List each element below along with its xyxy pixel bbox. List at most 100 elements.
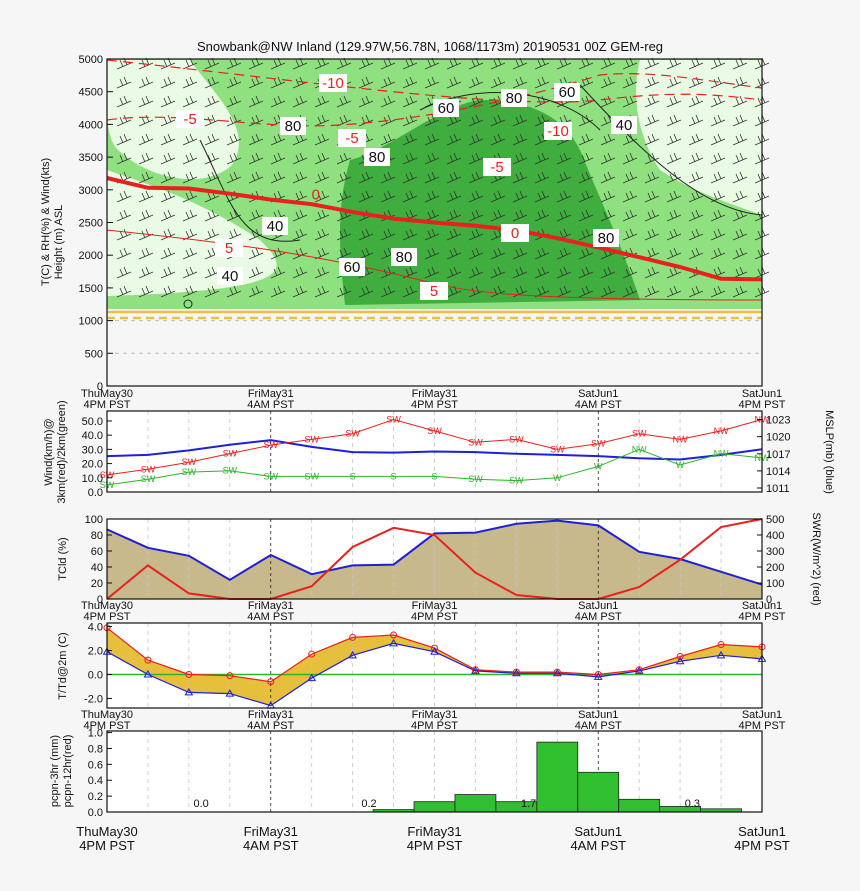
time-axis-label: 4PM PST [411, 720, 458, 732]
wind-barb [402, 133, 418, 146]
wind-barb [226, 76, 242, 89]
wind-barb [204, 95, 220, 108]
contour-label-bg [483, 158, 511, 176]
wind-3km-dir: SW [468, 437, 483, 447]
contour-label-bg [176, 110, 204, 128]
y-tick-label: 4.0 [88, 622, 103, 634]
wind-barb [446, 171, 462, 184]
wind-barb [732, 95, 748, 108]
wind-barb [666, 76, 682, 89]
time-axis-label: FriMay31 [248, 709, 294, 721]
wind-barb [314, 228, 330, 241]
wind-barb [732, 228, 748, 241]
wind-barb [424, 171, 440, 184]
y-tick-label: 2.0 [88, 646, 103, 658]
contour-label-bg [420, 282, 448, 300]
wind-barb [578, 228, 594, 241]
wind-barb [358, 76, 374, 89]
y2-tick-label: 1014 [766, 466, 790, 478]
freezing-level-label: 0 [312, 187, 320, 204]
isotherm-label: -5 [183, 111, 196, 128]
time-axis-label: 4AM PST [247, 611, 294, 623]
wind-barb [490, 266, 506, 279]
y-tick-label: 100 [85, 514, 103, 526]
station-marker [183, 299, 193, 309]
y-tick-label: 0 [97, 381, 103, 393]
wind-barb [314, 152, 330, 165]
rh-label: 60 [559, 84, 576, 101]
wind-barb [116, 209, 132, 222]
wind-barb [248, 133, 264, 146]
wind-barb [710, 114, 726, 127]
wind-barb [666, 285, 682, 298]
wind-2km-line [106, 448, 763, 486]
contour-label-bg [364, 148, 390, 166]
wind-barb [534, 190, 550, 203]
y-tick-label: 10.0 [82, 473, 103, 485]
wind-barb [424, 133, 440, 146]
contour-label-bg [593, 229, 619, 247]
wind-barb [292, 209, 308, 222]
wind-2km-dir: SW [304, 471, 319, 481]
wind-barb [666, 209, 682, 222]
precip-12hr-label: 0.3 [685, 798, 700, 810]
y-tick-label: 1000 [79, 316, 103, 328]
time-axis-label: 4AM PST [247, 399, 294, 411]
wind-barb [182, 247, 198, 260]
wind-barb [490, 247, 506, 260]
rh-label: 80 [285, 118, 302, 135]
wind-3km-dir: NW [673, 434, 688, 444]
wind-2km-dir: NW [714, 449, 729, 459]
wind-barb [688, 247, 704, 260]
wind-2km-dir: SW [182, 467, 197, 477]
wind-barb [270, 95, 286, 108]
dewpoint-point [716, 650, 726, 659]
wind-3km-dir: SW [550, 444, 565, 454]
wind-barb [292, 95, 308, 108]
wind-barb [204, 114, 220, 127]
wind-barb [292, 171, 308, 184]
time-axis-label: FriMay31 [248, 600, 294, 612]
wind-barb [182, 266, 198, 279]
wind-barb [688, 133, 704, 146]
wind-barb [424, 114, 440, 127]
dewpoint-point [184, 687, 194, 696]
y-tick-label: 30.0 [82, 444, 103, 456]
wind-barb [424, 266, 440, 279]
wind-barb [292, 266, 308, 279]
wind-barb [688, 285, 704, 298]
y2-axis-label: SWR(W/m^2) (red) [810, 512, 822, 605]
y2-tick-label: 1011 [766, 483, 790, 495]
temperature-point [717, 641, 725, 649]
wind-barb [534, 209, 550, 222]
wind-barb [292, 76, 308, 89]
wind-barb [710, 285, 726, 298]
wind-barb [138, 133, 154, 146]
time-axis-label: ThuMay30 [81, 388, 133, 400]
y-axis-label: Height (m) ASL [53, 205, 65, 280]
wind-barb [314, 209, 330, 222]
rh-contour [579, 84, 763, 216]
contour-label-bg [338, 129, 366, 147]
wind-barb [534, 247, 550, 260]
wind-barb [710, 247, 726, 260]
isotherm-label: 5 [225, 240, 233, 257]
time-axis-label: FriMay31 [244, 824, 298, 839]
wind-barb [182, 152, 198, 165]
time-axis-label: 4AM PST [575, 399, 622, 411]
wind-barb [204, 152, 220, 165]
cloud-panel-frame [106, 518, 763, 600]
dewpoint-point [512, 668, 521, 677]
wind-barb [666, 266, 682, 279]
wind-barb [138, 285, 154, 298]
wind-barb [512, 247, 528, 260]
wind-barb [402, 266, 418, 279]
wind-barb [512, 133, 528, 146]
wind-barb [490, 209, 506, 222]
wind-barb [424, 152, 440, 165]
y-tick-label: 80 [91, 530, 103, 542]
wind-barb [402, 152, 418, 165]
y2-axis-label: MSLP(mb) (blue) [823, 410, 835, 494]
wind-barb [512, 152, 528, 165]
